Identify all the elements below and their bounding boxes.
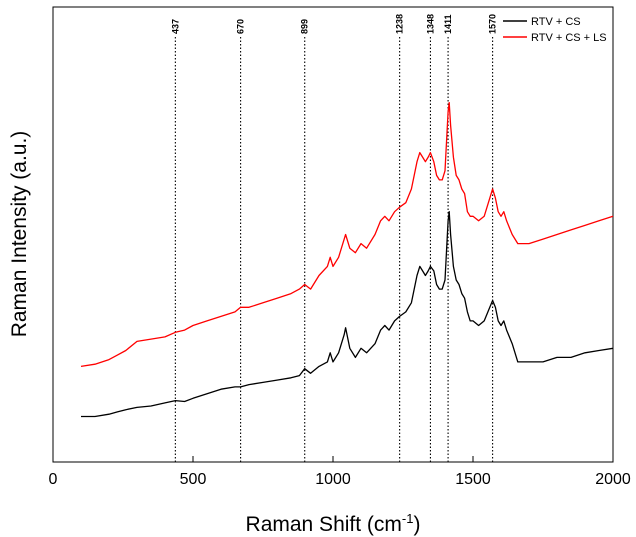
y-axis-title: Raman Intensity (a.u.) [8,131,31,338]
legend-label-series-1: RTV + CS [531,16,581,28]
x-tick-label-500: 500 [180,471,207,488]
annotation-label-899: 899 [300,19,310,34]
x-tick-label-1500: 1500 [455,471,491,488]
x-tick-label-0: 0 [49,471,58,488]
annotation-lines: 437 670 899 1238 1348 1411 1570 [170,14,498,462]
x-ticks: 0 500 1000 1500 2000 [49,456,631,488]
series-line-2 [80,101,614,368]
x-tick-label-2000: 2000 [595,471,631,488]
annotation-label-1348: 1348 [425,14,435,34]
x-tick-label-1000: 1000 [315,471,351,488]
annotation-label-1570: 1570 [488,14,498,34]
x-axis-title-sup: -1 [402,511,414,526]
legend-label-series-2: RTV + CS + LS [531,32,607,44]
legend: RTV + CS RTV + CS + LS [503,16,607,44]
series-layer [80,101,614,418]
series-line-1 [81,211,614,418]
x-axis-title: Raman Shift (cm-1) [246,511,421,536]
annotation-label-437: 437 [170,19,180,34]
plot-frame [52,6,614,463]
annotation-label-670: 670 [236,19,246,34]
annotation-label-1411: 1411 [443,14,453,34]
x-axis-title-end: ) [413,513,420,536]
annotation-label-1238: 1238 [395,14,405,34]
